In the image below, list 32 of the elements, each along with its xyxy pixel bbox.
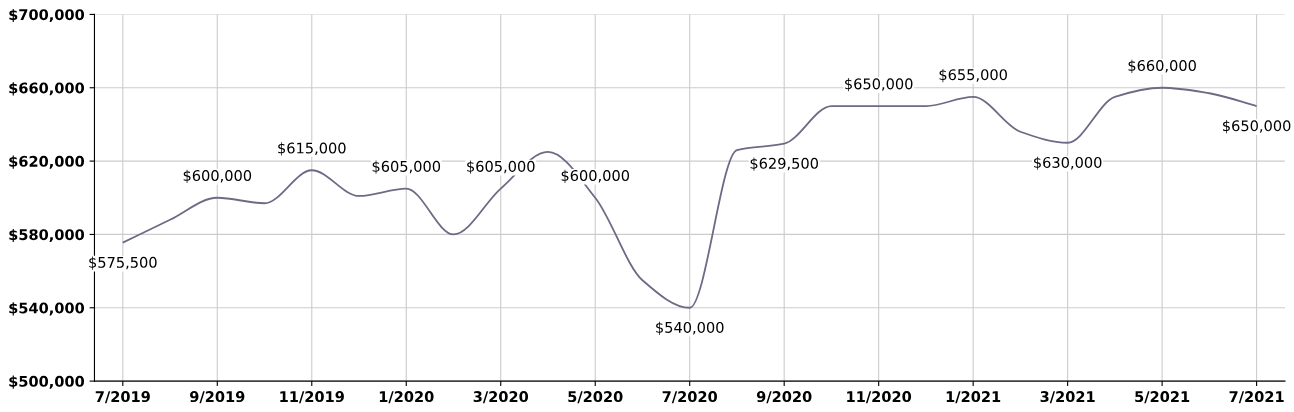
- y-tick-label: $500,000: [9, 375, 85, 389]
- x-tick-label: 9/2020: [756, 391, 812, 404]
- data-label: $655,000: [939, 68, 1007, 83]
- x-tick-label: 5/2020: [568, 391, 623, 404]
- y-tick-label: $540,000: [9, 302, 85, 316]
- x-tick-label: 11/2019: [280, 391, 344, 404]
- x-tick-label: 3/2021: [1040, 391, 1095, 404]
- data-label: $575,500: [89, 256, 157, 270]
- x-tick-label: 7/2020: [662, 391, 718, 404]
- data-label: $605,000: [372, 160, 441, 174]
- data-label: $630,000: [1034, 156, 1102, 170]
- data-label: $650,000: [1223, 119, 1291, 134]
- data-label: $660,000: [1128, 59, 1196, 73]
- y-tick-label: $580,000: [9, 228, 85, 243]
- data-label: $600,000: [183, 169, 252, 183]
- x-tick-label: 7/2019: [95, 391, 150, 404]
- y-tick-label: $700,000: [9, 8, 85, 23]
- x-tick-label: 7/2021: [1229, 391, 1284, 404]
- x-tick-label: 1/2021: [946, 391, 1001, 404]
- data-label: $605,000: [467, 160, 535, 174]
- x-tick-label: 5/2021: [1135, 391, 1190, 404]
- data-label: $650,000: [845, 78, 913, 92]
- data-label: $600,000: [561, 169, 630, 183]
- data-label: $629,500: [750, 157, 819, 171]
- data-label: $540,000: [656, 321, 724, 335]
- x-tick-label: 9/2019: [190, 391, 245, 404]
- x-tick-label: 11/2020: [847, 391, 912, 404]
- data-label: $615,000: [278, 142, 346, 156]
- y-tick-label: $660,000: [9, 82, 85, 96]
- x-tick-label: 3/2020: [473, 391, 529, 404]
- y-tick-label: $620,000: [9, 155, 85, 169]
- x-tick-label: 1/2020: [379, 391, 434, 404]
